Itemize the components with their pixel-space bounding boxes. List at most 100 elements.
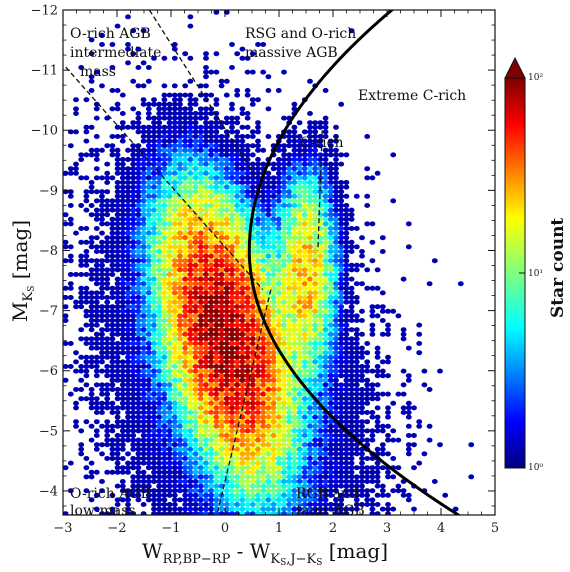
density-cell bbox=[140, 129, 147, 135]
density-cell bbox=[229, 354, 235, 360]
density-cell bbox=[187, 479, 194, 484]
density-cell bbox=[151, 419, 157, 425]
density-cell bbox=[312, 166, 319, 172]
density-cell bbox=[161, 350, 168, 356]
density-cell bbox=[249, 239, 256, 245]
density-cell bbox=[140, 285, 147, 291]
density-cell bbox=[239, 221, 246, 227]
density-cell bbox=[327, 322, 334, 328]
density-cell bbox=[109, 267, 116, 273]
density-cell bbox=[260, 42, 267, 47]
density-cell bbox=[109, 322, 116, 328]
density-cell bbox=[312, 387, 319, 392]
density-cell bbox=[151, 203, 157, 208]
density-cell bbox=[416, 419, 423, 425]
density-cell bbox=[119, 345, 126, 351]
density-cell bbox=[229, 341, 235, 346]
density-cell bbox=[281, 318, 287, 323]
density-cell bbox=[223, 483, 230, 489]
density-cell bbox=[348, 318, 355, 323]
density-cell bbox=[359, 423, 365, 429]
density-cell bbox=[125, 221, 131, 227]
density-cell bbox=[119, 318, 126, 323]
density-cell bbox=[125, 387, 131, 392]
density-cell bbox=[333, 295, 339, 300]
density-cell bbox=[385, 469, 391, 475]
density-cell bbox=[301, 166, 308, 172]
density-cell bbox=[307, 221, 313, 227]
density-cell bbox=[286, 502, 293, 507]
density-cell bbox=[244, 295, 251, 300]
density-cell bbox=[156, 506, 163, 512]
density-cell bbox=[166, 157, 173, 162]
density-cell bbox=[135, 161, 142, 167]
density-cell bbox=[255, 368, 261, 374]
density-cell bbox=[151, 157, 157, 162]
density-cell bbox=[218, 331, 225, 337]
density-cell bbox=[353, 446, 360, 452]
density-cell bbox=[291, 465, 298, 471]
density-cell bbox=[374, 419, 381, 425]
density-cell bbox=[88, 460, 95, 466]
density-cell bbox=[114, 23, 121, 29]
density-cell bbox=[192, 350, 199, 356]
density-cell bbox=[281, 180, 287, 185]
density-cell bbox=[171, 373, 178, 379]
density-cell bbox=[249, 373, 256, 379]
density-cell bbox=[130, 203, 137, 208]
density-cell bbox=[145, 304, 152, 310]
density-cell bbox=[223, 373, 230, 379]
density-cell bbox=[218, 511, 225, 515]
density-cell bbox=[208, 488, 215, 494]
density-cell bbox=[218, 203, 225, 208]
density-cell bbox=[109, 350, 116, 356]
density-cell bbox=[114, 207, 121, 213]
density-cell bbox=[99, 405, 105, 411]
density-cell bbox=[151, 465, 157, 471]
density-cell bbox=[234, 318, 241, 323]
density-cell bbox=[177, 143, 183, 149]
density-cell bbox=[197, 189, 204, 195]
density-cell bbox=[333, 189, 339, 195]
density-cell bbox=[182, 511, 189, 515]
density-cell bbox=[286, 249, 293, 254]
density-cell bbox=[125, 193, 131, 199]
density-cell bbox=[151, 391, 157, 397]
density-cell bbox=[177, 221, 183, 227]
density-cell bbox=[291, 502, 298, 507]
density-cell bbox=[296, 451, 303, 457]
density-cell bbox=[192, 299, 199, 305]
density-cell bbox=[223, 143, 230, 149]
density-cell bbox=[333, 364, 339, 369]
density-cell bbox=[343, 414, 350, 420]
density-cell bbox=[166, 184, 173, 190]
density-cell bbox=[125, 350, 131, 356]
density-cell bbox=[270, 373, 277, 379]
density-cell bbox=[145, 207, 152, 213]
density-cell bbox=[145, 138, 152, 144]
density-cell bbox=[234, 290, 241, 296]
density-cell bbox=[333, 433, 339, 438]
density-cell bbox=[369, 414, 376, 420]
density-cell bbox=[400, 382, 407, 388]
density-cell bbox=[327, 479, 334, 484]
density-cell bbox=[338, 230, 345, 236]
density-cell bbox=[187, 138, 194, 144]
density-cell bbox=[260, 258, 267, 264]
boundary-lines bbox=[65, 10, 462, 515]
density-cell bbox=[307, 230, 313, 236]
density-cell bbox=[203, 258, 209, 264]
density-cell bbox=[296, 152, 303, 158]
density-cell bbox=[140, 28, 147, 34]
density-cell bbox=[307, 308, 313, 314]
density-cell bbox=[249, 502, 256, 507]
density-cell bbox=[203, 359, 209, 365]
density-cell bbox=[301, 138, 308, 144]
density-cell bbox=[348, 456, 355, 461]
density-cell bbox=[119, 161, 126, 167]
density-cell bbox=[187, 488, 194, 494]
density-cell bbox=[426, 387, 433, 392]
density-cell bbox=[249, 166, 256, 172]
density-cell bbox=[166, 193, 173, 199]
density-cell bbox=[99, 267, 105, 273]
